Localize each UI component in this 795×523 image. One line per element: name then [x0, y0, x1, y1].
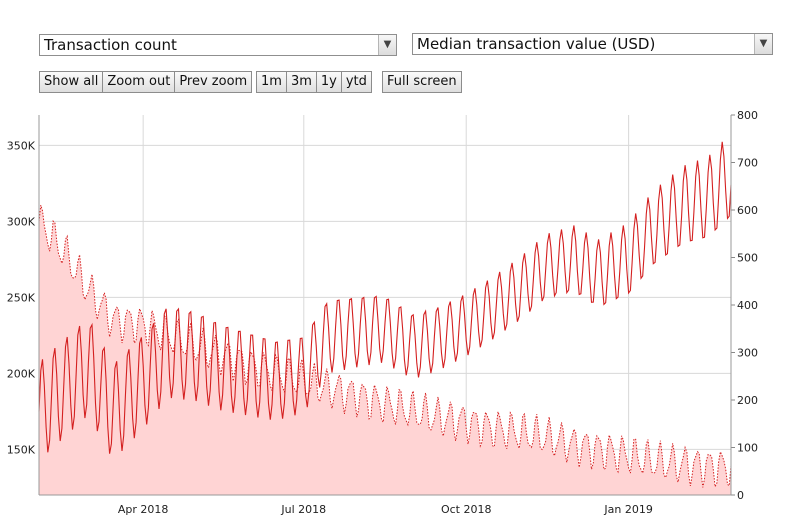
right-series-select-value: Median transaction value (USD)	[417, 35, 656, 53]
y-right-tick-label: 0	[737, 489, 744, 502]
y-right-tick-label: 200	[737, 394, 758, 407]
y-right-tick-label: 300	[737, 347, 758, 360]
range-1y-button[interactable]: 1y	[315, 71, 342, 93]
x-tick-label: Apr 2018	[118, 503, 169, 516]
chart-axes	[38, 114, 735, 496]
line-series	[38, 141, 732, 454]
y-right-tick-label: 600	[737, 204, 758, 217]
y-left-tick-label: 300K	[7, 215, 36, 228]
range-3m-button[interactable]: 3m	[285, 71, 317, 93]
prev-zoom-button[interactable]: Prev zoom	[174, 71, 253, 93]
y-right-tick-label: 500	[737, 252, 758, 265]
fullscreen-group: Full screen	[382, 71, 462, 93]
x-tick-label: Oct 2018	[441, 503, 492, 516]
range-1m-button[interactable]: 1m	[256, 71, 287, 93]
transaction-chart[interactable]: 150K 200K 250K 300K 350K 0 100 200 300 400 500 600 7…	[0, 105, 795, 523]
left-series-select[interactable]: Transaction count ▼	[39, 34, 397, 56]
zoom-button-group: Show all Zoom out Prev zoom	[39, 71, 253, 93]
chevron-down-icon[interactable]: ▼	[378, 35, 396, 55]
left-series-select-value: Transaction count	[44, 36, 177, 54]
y-right-tick-label: 400	[737, 299, 758, 312]
show-all-button[interactable]: Show all	[39, 71, 104, 93]
y-right-tick-label: 800	[737, 109, 758, 122]
zoom-out-button[interactable]: Zoom out	[102, 71, 176, 93]
y-left-tick-label: 150K	[7, 443, 36, 456]
y-right-tick-label: 700	[737, 157, 758, 170]
y-left-tick-label: 350K	[7, 139, 36, 152]
chevron-down-icon[interactable]: ▼	[754, 34, 772, 54]
chart-tick-labels: 150K 200K 250K 300K 350K 0 100 200 300 400 500 600 7…	[7, 109, 758, 516]
range-button-group: 1m 3m 1y ytd	[256, 71, 372, 93]
area-series-line	[38, 205, 732, 489]
y-right-tick-label: 100	[737, 442, 758, 455]
x-tick-label: Jul 2018	[280, 503, 326, 516]
area-series-fill	[39, 205, 731, 495]
y-left-tick-label: 250K	[7, 291, 36, 304]
x-tick-label: Jan 2019	[603, 503, 652, 516]
y-left-tick-label: 200K	[7, 367, 36, 380]
fullscreen-button[interactable]: Full screen	[382, 71, 462, 93]
range-ytd-button[interactable]: ytd	[340, 71, 372, 93]
right-series-select[interactable]: Median transaction value (USD) ▼	[412, 33, 773, 55]
